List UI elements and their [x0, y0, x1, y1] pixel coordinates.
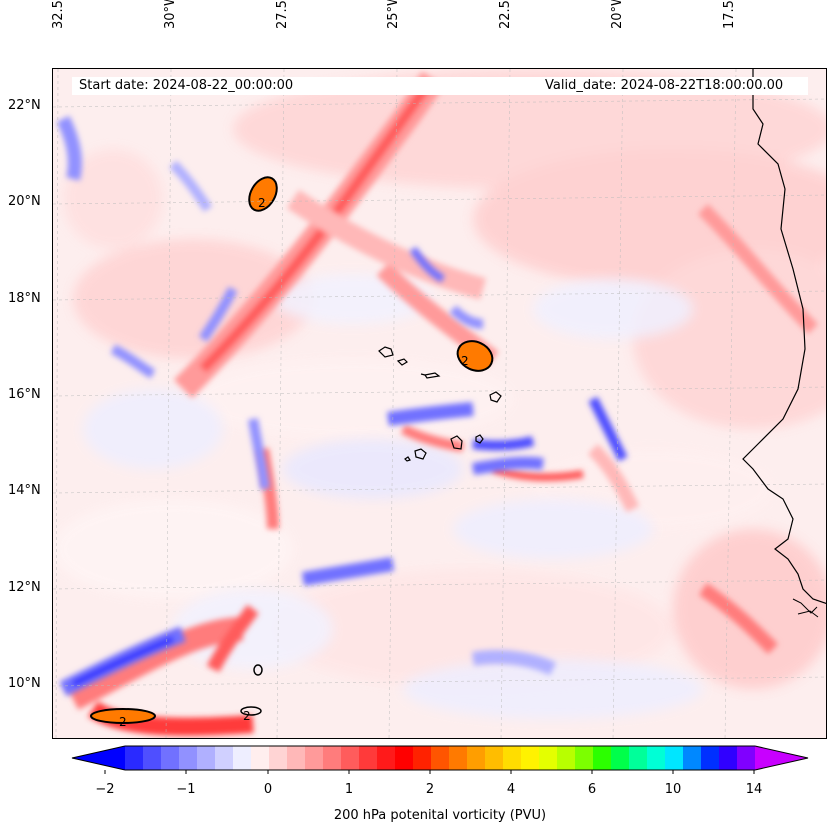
colorbar-cell [485, 746, 504, 770]
colorbar-cell [665, 746, 684, 770]
colorbar-tick: 10 [664, 782, 682, 797]
colorbar-tick: 14 [745, 782, 763, 797]
colorbar-cell [521, 746, 540, 770]
colorbar-tick: 2 [425, 782, 435, 797]
colorbar-cell [467, 746, 486, 770]
colorbar-cell [413, 746, 432, 770]
lon-label-20w: 20°W [610, 0, 625, 29]
coastline-africa [742, 69, 826, 604]
colorbar-tick: −1 [176, 782, 196, 797]
colorbar-cell [161, 746, 180, 770]
colorbar-cell [251, 746, 270, 770]
colorbar-cell [305, 746, 324, 770]
lat-label-22n: 22°N [8, 98, 41, 113]
start-date-text: Start date: 2024-08-22_00:00:00 [79, 78, 294, 93]
lon-label-25w: 25°W [386, 0, 401, 29]
lat-label-10n: 10°N [8, 676, 41, 691]
colorbar-cell [287, 746, 306, 770]
colorbar-cell [539, 746, 558, 770]
colorbar-tick: 4 [506, 782, 516, 797]
colorbar-cell [611, 746, 630, 770]
valid-date-text: Valid_date: 2024-08-22T18:00:00.00 [545, 78, 784, 93]
colorbar-cell [719, 746, 738, 770]
colorbar-tick: 1 [344, 782, 354, 797]
colorbar-cell [341, 746, 360, 770]
lat-label-16n: 16°N [8, 387, 41, 402]
colorbar-cell [233, 746, 252, 770]
contour-label-3: 2 [119, 715, 127, 729]
colorbar-cell [647, 746, 666, 770]
colorbar-cell [125, 746, 144, 770]
date-annotation-box [72, 77, 808, 95]
colorbar-cell [215, 746, 234, 770]
lon-label-17.5w: 17.5°W [722, 0, 737, 29]
colorbar-cell [503, 746, 522, 770]
colorbar-cell [143, 746, 162, 770]
pv-field: 2 2 2 2 [53, 69, 826, 738]
colorbar-cell [359, 746, 378, 770]
contour-label-2: 2 [461, 354, 469, 368]
colorbar-tick: 6 [587, 782, 597, 797]
colorbar-cell [593, 746, 612, 770]
lon-label-22.5w: 22.5°W [498, 0, 513, 29]
colorbar-cell [449, 746, 468, 770]
colorbar [71, 745, 809, 774]
colorbar-cell [377, 746, 396, 770]
colorbar-extend-high [755, 746, 808, 770]
contour-label-4: 2 [243, 709, 251, 723]
colorbar-tick: −2 [95, 782, 115, 797]
colorbar-cell [269, 746, 288, 770]
colorbar-cell [557, 746, 576, 770]
colorbar-cell [737, 746, 756, 770]
colorbar-cell [575, 746, 594, 770]
colorbar-cell [683, 746, 702, 770]
colorbar-cell [395, 746, 414, 770]
lon-label-32.5w: 32.5°W [51, 0, 66, 29]
colorbar-extend-low [72, 746, 125, 770]
lat-label-20n: 20°N [8, 194, 41, 209]
lat-label-14n: 14°N [8, 483, 41, 498]
colorbar-cell [197, 746, 216, 770]
colorbar-tick: 0 [263, 782, 273, 797]
lon-label-30w: 30°W [163, 0, 178, 29]
colorbar-cell [701, 746, 720, 770]
lat-label-18n: 18°N [8, 291, 41, 306]
colorbar-cell [629, 746, 648, 770]
colorbar-label: 200 hPa potenital vorticity (PVU) [333, 808, 547, 823]
colorbar-cell [323, 746, 342, 770]
lat-label-12n: 12°N [8, 580, 41, 595]
colorbar-cell [431, 746, 450, 770]
colorbar-cells [72, 746, 808, 770]
map-panel[interactable]: 2 2 2 2 [52, 68, 827, 739]
lon-label-27.5w: 27.5°W [275, 0, 290, 29]
contour-label-1: 2 [258, 196, 266, 210]
colorbar-cell [179, 746, 198, 770]
